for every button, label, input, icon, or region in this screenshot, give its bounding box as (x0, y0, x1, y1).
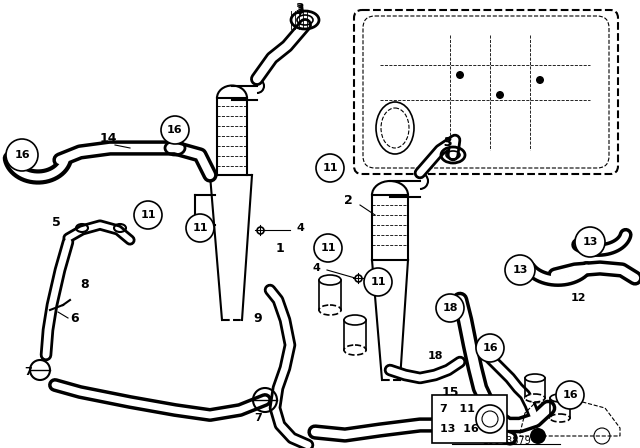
Circle shape (186, 214, 214, 242)
Ellipse shape (550, 394, 570, 402)
Text: 11: 11 (371, 277, 386, 287)
Text: 10: 10 (436, 409, 454, 422)
Text: 11: 11 (320, 243, 336, 253)
Circle shape (316, 154, 344, 182)
Text: 11: 11 (140, 210, 156, 220)
Text: 4: 4 (296, 223, 304, 233)
Ellipse shape (319, 275, 341, 285)
Circle shape (6, 139, 38, 171)
Ellipse shape (344, 345, 366, 355)
Ellipse shape (525, 374, 545, 382)
Circle shape (314, 234, 342, 262)
Text: 3: 3 (443, 138, 451, 148)
Ellipse shape (319, 305, 341, 315)
Text: 3: 3 (296, 4, 304, 17)
Text: 7: 7 (24, 367, 32, 377)
Text: 5: 5 (52, 215, 60, 228)
Circle shape (364, 268, 392, 296)
Text: 16: 16 (14, 150, 30, 160)
Ellipse shape (344, 315, 366, 325)
Circle shape (161, 116, 189, 144)
Text: 11: 11 (323, 163, 338, 173)
Ellipse shape (550, 414, 570, 422)
Circle shape (536, 76, 544, 84)
Bar (432, 395, 507, 443)
Text: 8: 8 (81, 279, 90, 292)
Text: 14: 14 (99, 132, 116, 145)
Text: 4: 4 (312, 263, 320, 273)
Circle shape (556, 381, 584, 409)
Text: 7: 7 (254, 413, 262, 423)
Text: 12: 12 (570, 293, 586, 303)
Text: 13  16: 13 16 (440, 424, 479, 434)
Circle shape (530, 428, 546, 444)
Text: 13: 13 (582, 237, 598, 247)
Circle shape (476, 405, 504, 433)
Text: 15: 15 (441, 385, 459, 399)
Circle shape (134, 201, 162, 229)
Circle shape (456, 71, 464, 79)
Text: 9: 9 (253, 311, 262, 324)
Text: 16: 16 (482, 343, 498, 353)
Ellipse shape (525, 394, 545, 402)
Text: 18: 18 (442, 303, 458, 313)
Circle shape (575, 227, 605, 257)
Text: 3: 3 (296, 1, 304, 14)
Text: 16: 16 (167, 125, 183, 135)
Circle shape (505, 255, 535, 285)
Text: 16: 16 (562, 390, 578, 400)
Text: 13: 13 (512, 265, 528, 275)
Text: C0043879: C0043879 (481, 436, 531, 446)
Text: 11: 11 (192, 223, 208, 233)
Text: 18: 18 (428, 351, 443, 361)
Text: 6: 6 (70, 311, 79, 324)
Text: 1: 1 (276, 241, 284, 254)
Text: 3: 3 (443, 135, 451, 148)
Text: 2: 2 (344, 194, 353, 207)
Circle shape (436, 294, 464, 322)
Text: 7   11: 7 11 (440, 404, 475, 414)
Circle shape (476, 334, 504, 362)
Circle shape (496, 91, 504, 99)
